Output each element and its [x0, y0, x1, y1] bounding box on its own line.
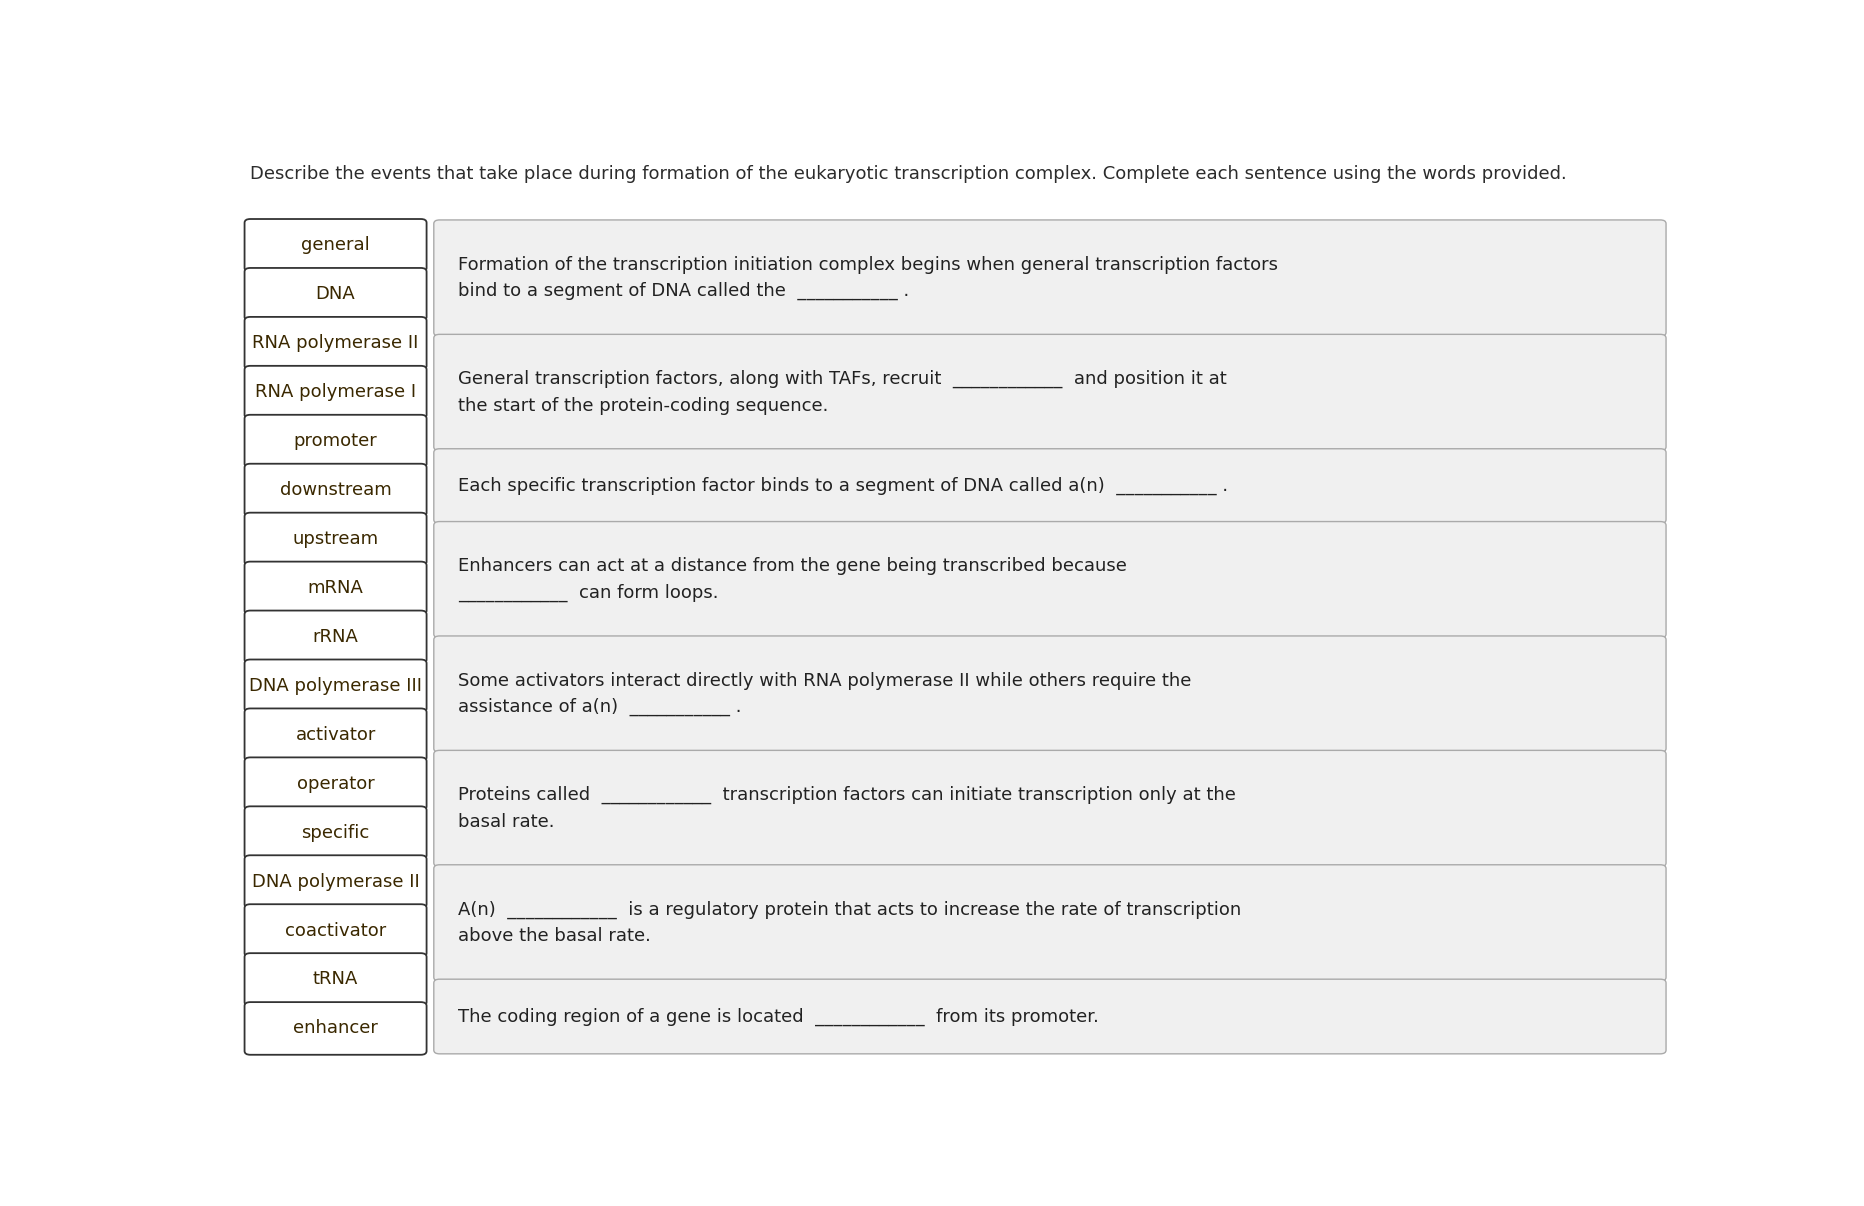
Text: Proteins called  ____________  transcription factors can initiate transcription : Proteins called ____________ transcripti… [459, 786, 1236, 831]
Text: coactivator: coactivator [285, 921, 386, 939]
Text: rRNA: rRNA [313, 628, 358, 646]
Text: operator: operator [296, 774, 375, 792]
Text: RNA polymerase I: RNA polymerase I [255, 384, 416, 402]
FancyBboxPatch shape [244, 317, 427, 369]
FancyBboxPatch shape [244, 562, 427, 614]
FancyBboxPatch shape [434, 334, 1666, 451]
FancyBboxPatch shape [244, 904, 427, 956]
FancyBboxPatch shape [244, 660, 427, 713]
Text: general: general [302, 236, 369, 254]
FancyBboxPatch shape [434, 449, 1666, 523]
Text: mRNA: mRNA [308, 579, 363, 597]
Text: enhancer: enhancer [293, 1019, 378, 1037]
Text: DNA polymerase III: DNA polymerase III [250, 677, 421, 695]
FancyBboxPatch shape [434, 865, 1666, 980]
Text: activator: activator [295, 726, 377, 744]
FancyBboxPatch shape [244, 365, 427, 418]
Text: Enhancers can act at a distance from the gene being transcribed because
________: Enhancers can act at a distance from the… [459, 557, 1128, 602]
Text: The coding region of a gene is located  ____________  from its promoter.: The coding region of a gene is located _… [459, 1007, 1100, 1025]
FancyBboxPatch shape [244, 268, 427, 321]
FancyBboxPatch shape [244, 464, 427, 516]
FancyBboxPatch shape [244, 855, 427, 908]
Text: General transcription factors, along with TAFs, recruit  ____________  and posit: General transcription factors, along wit… [459, 370, 1227, 415]
Text: Some activators interact directly with RNA polymerase II while others require th: Some activators interact directly with R… [459, 672, 1191, 716]
FancyBboxPatch shape [244, 1002, 427, 1055]
FancyBboxPatch shape [434, 636, 1666, 753]
FancyBboxPatch shape [244, 807, 427, 859]
Text: Each specific transcription factor binds to a segment of DNA called a(n)  ______: Each specific transcription factor binds… [459, 476, 1228, 496]
FancyBboxPatch shape [244, 415, 427, 468]
FancyBboxPatch shape [434, 979, 1666, 1054]
FancyBboxPatch shape [434, 521, 1666, 638]
FancyBboxPatch shape [434, 219, 1666, 336]
Text: Describe the events that take place during formation of the eukaryotic transcrip: Describe the events that take place duri… [250, 165, 1568, 183]
Text: downstream: downstream [280, 481, 391, 499]
FancyBboxPatch shape [244, 953, 427, 1006]
Text: upstream: upstream [293, 529, 378, 548]
FancyBboxPatch shape [244, 513, 427, 566]
Text: A(n)  ____________  is a regulatory protein that acts to increase the rate of tr: A(n) ____________ is a regulatory protei… [459, 901, 1241, 946]
Text: DNA: DNA [315, 286, 356, 303]
FancyBboxPatch shape [434, 750, 1666, 867]
FancyBboxPatch shape [244, 219, 427, 271]
Text: DNA polymerase II: DNA polymerase II [252, 873, 419, 890]
Text: promoter: promoter [295, 432, 377, 450]
FancyBboxPatch shape [244, 610, 427, 663]
Text: specific: specific [302, 824, 369, 842]
Text: RNA polymerase II: RNA polymerase II [252, 334, 419, 352]
FancyBboxPatch shape [244, 708, 427, 761]
Text: tRNA: tRNA [313, 971, 358, 989]
FancyBboxPatch shape [244, 757, 427, 810]
Text: Formation of the transcription initiation complex begins when general transcript: Formation of the transcription initiatio… [459, 256, 1279, 300]
